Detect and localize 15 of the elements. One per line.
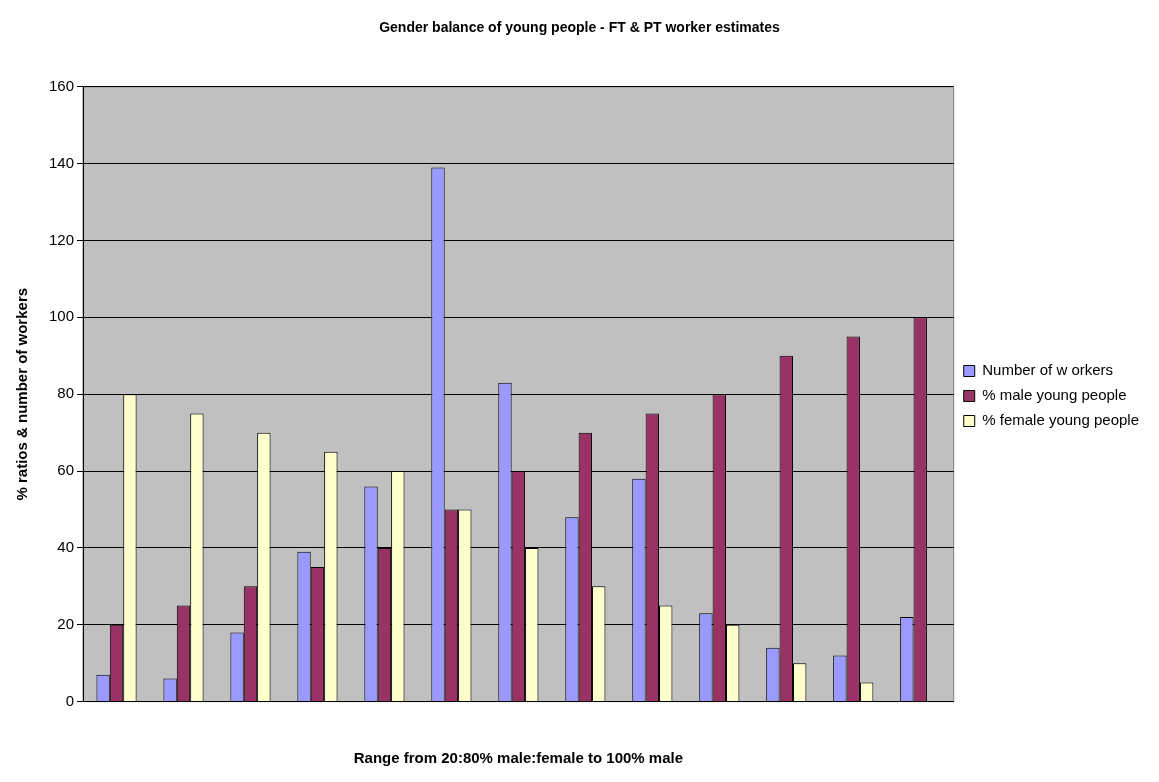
y-tick-label: 40 [57,538,75,556]
y-tick-label: 120 [49,230,75,248]
legend-label: % female young people [982,411,1140,429]
y-tick-label: 80 [57,384,75,402]
y-tick-label: 20 [57,614,75,632]
y-tick-label: 60 [57,461,75,479]
chart-title: Gender balance of young people - FT & PT worker estimates [379,19,781,36]
legend-label: % male young people [982,386,1127,404]
y-axis-title: % ratios & number of workers [13,287,31,501]
y-tick-label: 100 [49,307,75,325]
y-tick-label: 0 [65,691,75,709]
x-axis-title: Range from 20:80% male:female to 100% male [353,749,684,767]
y-tick-label: 160 [49,76,75,94]
legend-label: Number of w orkers [982,361,1114,379]
y-tick-label: 140 [49,153,75,171]
